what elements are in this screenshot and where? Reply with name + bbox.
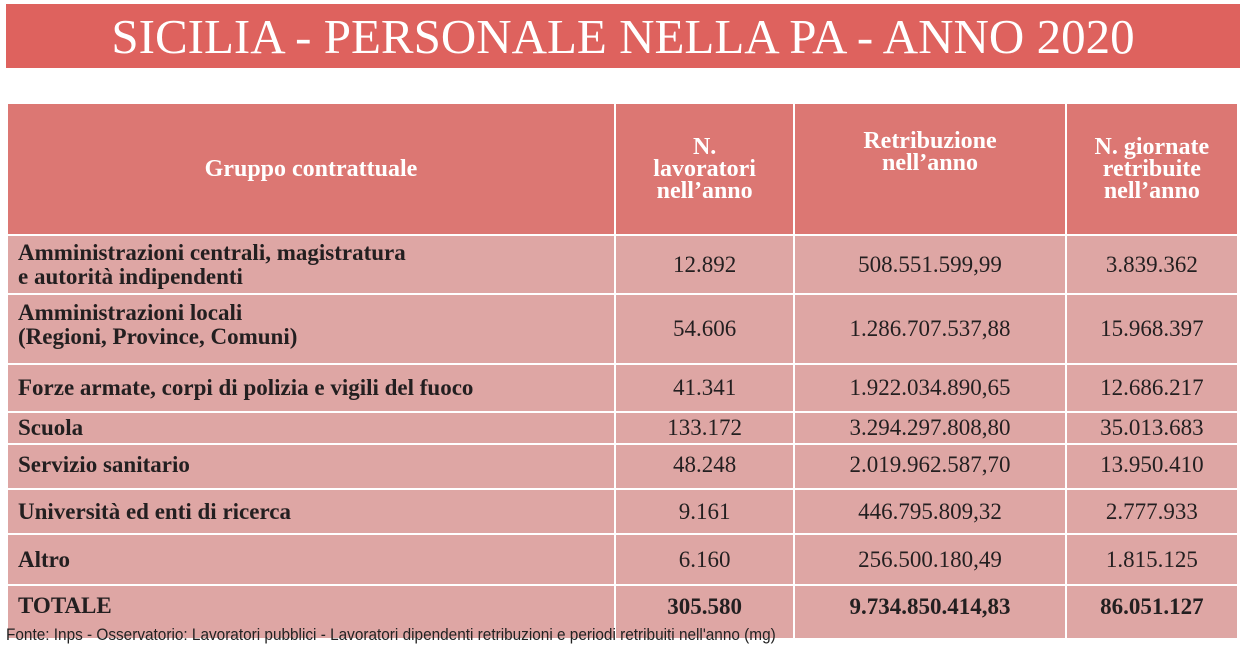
cell-total-retribuzione: 9.734.850.414,83	[795, 586, 1065, 638]
cell-lavoratori: 54.606	[615, 295, 794, 363]
table-row: Università ed enti di ricerca 9.161 446.…	[8, 490, 1237, 533]
page-title-banner: SICILIA - PERSONALE NELLA PA - ANNO 2020	[6, 4, 1240, 68]
cell-lavoratori: 133.172	[615, 413, 794, 443]
cell-retribuzione: 508.551.599,99	[795, 236, 1065, 293]
personnel-table: Gruppo contrattuale N. lavoratori nell’a…	[6, 102, 1239, 640]
cell-giornate: 35.013.683	[1066, 413, 1237, 443]
header-line: nell’anno	[881, 150, 978, 176]
header-line: retribuite	[1102, 156, 1201, 182]
table-row: Forze armate, corpi di polizia e vigili …	[8, 365, 1237, 411]
table-header-row: Gruppo contrattuale N. lavoratori nell’a…	[8, 104, 1237, 234]
cell-retribuzione: 1.286.707.537,88	[795, 295, 1065, 363]
cell-retribuzione: 256.500.180,49	[795, 535, 1065, 584]
source-footnote: Fonte: Inps - Osservatorio: Lavoratori p…	[6, 626, 776, 644]
cell-giornate: 12.686.217	[1066, 365, 1237, 411]
header-line: nell’anno	[1103, 178, 1200, 204]
group-line: Amministrazioni centrali, magistratura	[18, 239, 406, 265]
header-line: N. giornate	[1094, 134, 1210, 160]
header-line: nell’anno	[656, 178, 753, 204]
cell-giornate: 15.968.397	[1066, 295, 1237, 363]
cell-group: Altro	[8, 535, 614, 584]
cell-lavoratori: 12.892	[615, 236, 794, 293]
header-label: Gruppo contrattuale	[204, 156, 418, 182]
cell-giornate: 1.815.125	[1066, 535, 1237, 584]
cell-group: Amministrazioni locali (Regioni, Provinc…	[8, 295, 614, 363]
cell-group: Università ed enti di ricerca	[8, 490, 614, 533]
header-line: Retribuzione	[863, 128, 997, 154]
cell-retribuzione: 2.019.962.587,70	[795, 445, 1065, 488]
group-line: e autorità indipendenti	[18, 263, 243, 289]
cell-group: Amministrazioni centrali, magistratura e…	[8, 236, 614, 293]
cell-total-lavoratori: 305.580	[615, 586, 794, 638]
cell-retribuzione: 3.294.297.808,80	[795, 413, 1065, 443]
data-table-container: Gruppo contrattuale N. lavoratori nell’a…	[6, 102, 1239, 640]
header-retribuzione: Retribuzione nell’anno	[795, 104, 1065, 234]
cell-total-label: TOTALE	[8, 586, 614, 638]
cell-giornate: 3.839.362	[1066, 236, 1237, 293]
cell-lavoratori: 9.161	[615, 490, 794, 533]
cell-lavoratori: 48.248	[615, 445, 794, 488]
cell-giornate: 13.950.410	[1066, 445, 1237, 488]
cell-lavoratori: 41.341	[615, 365, 794, 411]
header-n-giornate: N. giornate retribuite nell’anno	[1066, 104, 1237, 234]
group-line: Amministrazioni locali	[18, 300, 243, 325]
group-line: (Regioni, Province, Comuni)	[18, 324, 298, 349]
cell-giornate: 2.777.933	[1066, 490, 1237, 533]
table-row: Servizio sanitario 48.248 2.019.962.587,…	[8, 445, 1237, 488]
table-total-row: TOTALE 305.580 9.734.850.414,83 86.051.1…	[8, 586, 1237, 638]
header-gruppo-contrattuale: Gruppo contrattuale	[8, 104, 614, 234]
cell-group: Forze armate, corpi di polizia e vigili …	[8, 365, 614, 411]
cell-retribuzione: 1.922.034.890,65	[795, 365, 1065, 411]
header-line: lavoratori	[653, 156, 756, 182]
header-n-lavoratori: N. lavoratori nell’anno	[615, 104, 794, 234]
cell-group: Servizio sanitario	[8, 445, 614, 488]
cell-lavoratori: 6.160	[615, 535, 794, 584]
cell-group: Scuola	[8, 413, 614, 443]
page-title: SICILIA - PERSONALE NELLA PA - ANNO 2020	[111, 8, 1135, 64]
header-line: N.	[692, 134, 717, 160]
cell-retribuzione: 446.795.809,32	[795, 490, 1065, 533]
table-row: Altro 6.160 256.500.180,49 1.815.125	[8, 535, 1237, 584]
table-row: Amministrazioni centrali, magistratura e…	[8, 236, 1237, 293]
cell-total-giornate: 86.051.127	[1066, 586, 1237, 638]
table-row: Amministrazioni locali (Regioni, Provinc…	[8, 295, 1237, 363]
table-row: Scuola 133.172 3.294.297.808,80 35.013.6…	[8, 413, 1237, 443]
